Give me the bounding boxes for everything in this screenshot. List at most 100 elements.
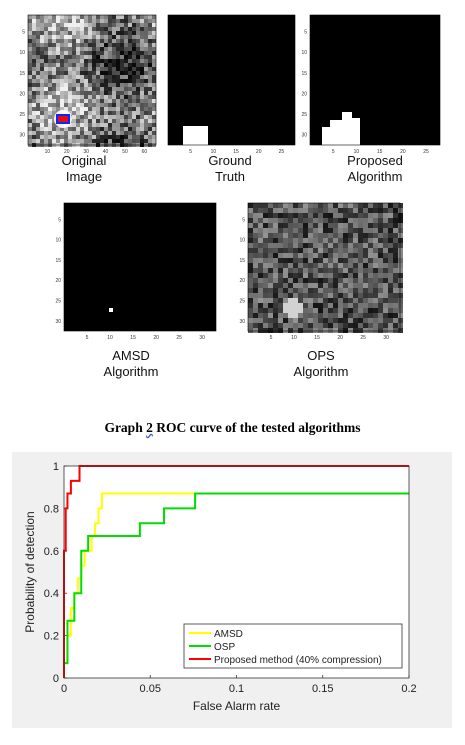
pixel [268,328,273,333]
pixel [148,75,152,79]
pixel [368,253,373,258]
pixel [136,75,140,79]
series-line-proposed [63,465,409,678]
pixel [116,39,120,43]
pixel [84,103,88,107]
pixel [152,99,156,103]
pixel [32,47,36,51]
pixel [333,323,338,328]
pixel [378,238,383,243]
pixel [298,208,303,213]
pixel [253,253,258,258]
pixel [328,303,333,308]
pixel [323,308,328,313]
y-tick-label: 25 [19,112,25,118]
pixel [383,263,388,268]
pixel [104,67,108,71]
pixel [132,23,136,27]
x-tick-label: 25 [279,149,285,155]
pixel [383,298,388,303]
pixel [273,283,278,288]
pixel [132,47,136,51]
pixel [92,67,96,71]
pixel [393,303,398,308]
pixel [268,253,273,258]
pixel [88,139,92,143]
pixel [28,55,32,59]
pixel [100,107,104,111]
pixel [348,228,353,233]
pixel [88,75,92,79]
y-tick-label: 1 [53,461,59,473]
pixel [112,87,116,91]
pixel [313,273,318,278]
pixel [96,123,100,127]
pixel [288,268,293,273]
pixel [393,243,398,248]
pixel [128,15,132,19]
pixel [108,131,112,135]
pixel [60,19,64,23]
pixel [368,308,373,313]
pixel [398,323,403,328]
pixel [298,293,303,298]
pixel [144,107,148,111]
pixel [248,328,253,333]
pixel [100,35,104,39]
pixel [84,127,88,131]
pixel [363,233,368,238]
pixel [96,43,100,47]
y-tick-label: 15 [55,258,61,264]
pixel [108,59,112,63]
pixel [348,218,353,223]
pixel [48,131,52,135]
pixel [60,67,64,71]
pixel [313,298,318,303]
pixel [283,278,288,283]
pixel [132,35,136,39]
pixel [288,303,293,308]
pixel [80,115,84,119]
x-tick-label: 20 [64,149,70,155]
image-area [167,14,296,146]
pixel [88,39,92,43]
y-tick-label: 0 [53,673,59,685]
pixel [268,218,273,223]
pixel [92,15,96,19]
pixel [343,228,348,233]
pixel [120,119,124,123]
pixel [100,99,104,103]
pixel [144,75,148,79]
pixel [303,213,308,218]
pixel [104,19,108,23]
pixel [333,223,338,228]
pixel [128,87,132,91]
pixel [263,328,268,333]
pixel [40,35,44,39]
pixel [120,51,124,55]
pixel [333,303,338,308]
pixel [36,51,40,55]
pixel [72,83,76,87]
pixel [318,228,323,233]
pixel [80,127,84,131]
pixel [76,127,80,131]
pixel [308,233,313,238]
pixel [68,39,72,43]
pixel [318,223,323,228]
pixel [283,313,288,318]
pixel [318,263,323,268]
pixel [363,258,368,263]
pixel [263,313,268,318]
pixel [398,263,403,268]
pixel [144,31,148,35]
pixel [132,135,136,139]
pixel [140,123,144,127]
pixel [52,131,56,135]
pixel [140,23,144,27]
x-tick-label: 10 [211,149,217,155]
pixel [383,303,388,308]
pixel [368,223,373,228]
pixel [152,131,156,135]
pixel [36,119,40,123]
